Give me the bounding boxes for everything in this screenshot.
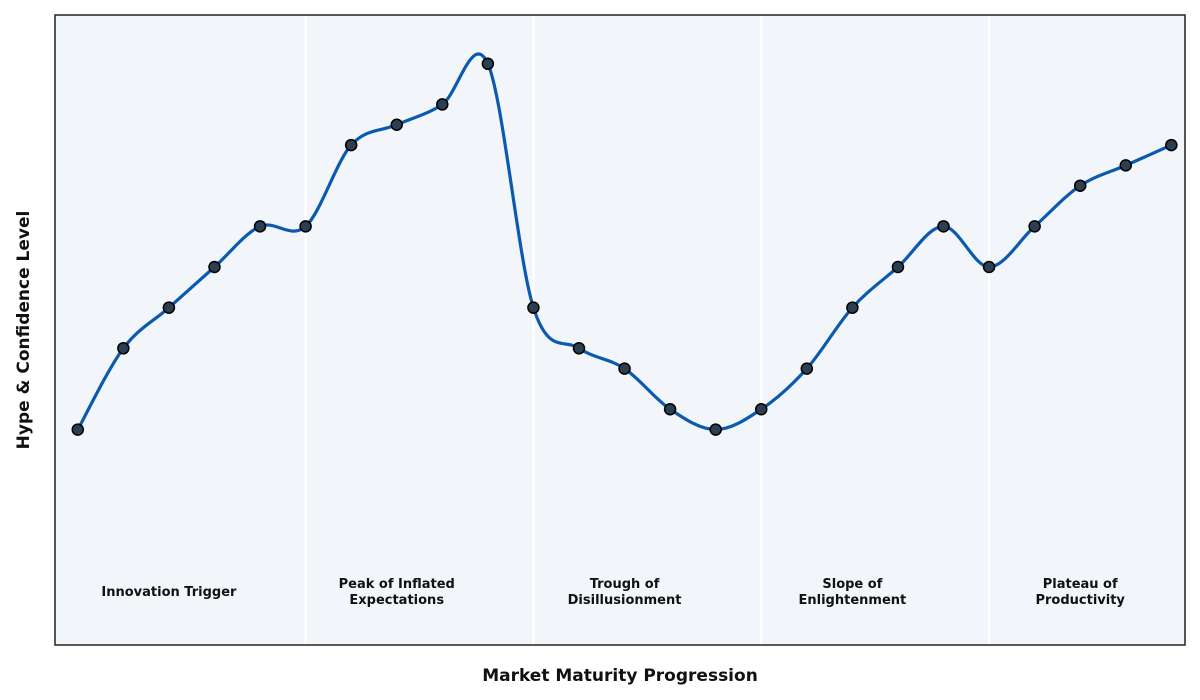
data-point-20 [982, 260, 996, 274]
data-point-8 [436, 98, 449, 111]
data-point-7 [390, 118, 403, 131]
phase-dividers [304, 15, 991, 645]
data-point-14 [709, 423, 722, 436]
data-point-0 [71, 423, 85, 436]
phase-label-1: Innovation Trigger [101, 585, 237, 600]
data-point-1 [117, 342, 130, 355]
data-point-10 [527, 301, 540, 314]
data-point-21 [1028, 220, 1041, 233]
data-point-markers [71, 57, 1178, 436]
data-point-4 [253, 220, 267, 233]
phase-label-4: Slope of Enlightenment [799, 577, 907, 608]
phase-label-2: Peak of Inflated Expectations [339, 577, 455, 608]
data-point-16 [800, 362, 814, 375]
data-point-6 [344, 138, 358, 152]
data-point-9 [481, 57, 495, 71]
data-point-3 [208, 260, 221, 274]
data-point-12 [618, 362, 631, 375]
phase-label-3: Trough of Disillusionment [568, 577, 682, 608]
y-axis-title: Hype & Confidence Level [14, 211, 34, 450]
data-point-17 [846, 301, 859, 314]
data-point-24 [1165, 138, 1178, 152]
plot-frame [54, 14, 1186, 646]
data-point-22 [1073, 179, 1087, 192]
data-point-5 [299, 220, 312, 233]
data-point-23 [1119, 159, 1133, 172]
phase-label-5: Plateau of Productivity [1035, 577, 1125, 608]
data-point-2 [162, 301, 176, 314]
data-point-11 [572, 342, 586, 355]
data-point-18 [891, 260, 905, 274]
phase-labels: Innovation Trigger Peak of Inflated Expect… [101, 577, 1125, 608]
plot-background [55, 15, 1185, 645]
data-point-13 [663, 403, 677, 416]
data-point-15 [755, 403, 768, 416]
x-axis-title: Market Maturity Progression [482, 666, 758, 686]
data-point-19 [937, 220, 950, 233]
